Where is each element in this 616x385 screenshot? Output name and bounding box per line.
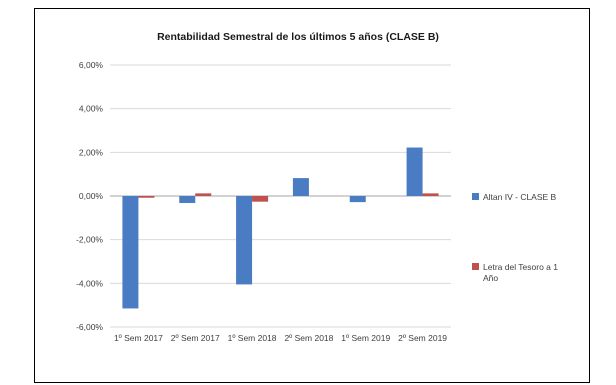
y-tick-label: 0,00% <box>79 191 104 201</box>
bar-altan <box>292 178 309 196</box>
bar-letra <box>138 196 155 198</box>
bar-altan <box>236 196 253 285</box>
y-tick-label: -2,00% <box>76 235 103 245</box>
legend-swatch <box>472 263 479 270</box>
bar-altan <box>406 147 423 196</box>
y-axis-ticks: 6,00% 4,00% 2,00% 0,00% -2,00% -4,00% -6,00% <box>76 60 103 332</box>
y-tick-label: 4,00% <box>79 104 104 114</box>
bar-altan <box>179 196 196 203</box>
x-axis-ticks: 1º Sem 2017 2º Sem 2017 1º Sem 2018 2º Sem … <box>114 333 447 343</box>
bar-letra <box>252 196 269 202</box>
bar-chart: Rentabilidad Semestral de los últimos 5 … <box>76 31 558 343</box>
y-tick-label: 6,00% <box>79 60 104 70</box>
y-tick-label: -6,00% <box>76 322 103 332</box>
bars <box>122 147 439 309</box>
x-tick-label: 2º Sem 2017 <box>171 333 220 343</box>
y-tick-label: -4,00% <box>76 278 103 288</box>
x-tick-label: 1º Sem 2017 <box>114 333 163 343</box>
legend-swatch <box>472 193 479 200</box>
chart-title: Rentabilidad Semestral de los últimos 5 … <box>157 31 439 43</box>
bar-letra <box>195 193 212 196</box>
x-tick-label: 1º Sem 2019 <box>341 333 390 343</box>
bar-altan <box>122 196 139 309</box>
x-tick-label: 2º Sem 2019 <box>398 333 447 343</box>
bar-letra <box>422 193 439 196</box>
chart-frame: Rentabilidad Semestral de los últimos 5 … <box>34 8 590 383</box>
legend: Altan IV - CLASE B Letra del Tesoro a 1 Añ… <box>472 192 558 283</box>
bar-altan <box>349 196 366 203</box>
x-tick-label: 1º Sem 2018 <box>228 333 277 343</box>
legend-label: Altan IV - CLASE B <box>483 192 557 202</box>
y-tick-label: 2,00% <box>79 147 104 157</box>
gridlines <box>110 64 451 328</box>
x-tick-label: 2º Sem 2018 <box>284 333 333 343</box>
legend-label: Letra del Tesoro a 1 Año <box>483 262 558 283</box>
